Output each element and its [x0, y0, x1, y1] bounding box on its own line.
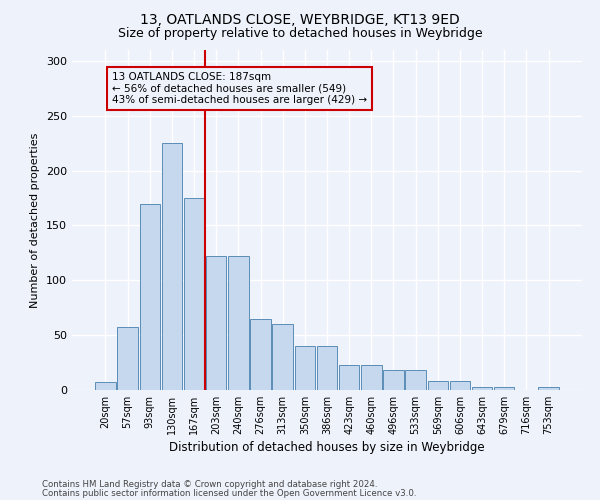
Bar	[494, 386, 514, 390]
X-axis label: Distribution of detached houses by size in Weybridge: Distribution of detached houses by size …	[169, 441, 485, 454]
Bar	[206, 256, 226, 390]
Bar	[538, 386, 559, 390]
Bar	[317, 346, 337, 390]
Y-axis label: Number of detached properties: Number of detached properties	[31, 132, 40, 308]
Bar	[250, 318, 271, 390]
Bar	[228, 256, 248, 390]
Bar	[450, 381, 470, 390]
Text: Size of property relative to detached houses in Weybridge: Size of property relative to detached ho…	[118, 28, 482, 40]
Bar	[118, 328, 138, 390]
Bar	[184, 198, 204, 390]
Text: Contains public sector information licensed under the Open Government Licence v3: Contains public sector information licen…	[42, 489, 416, 498]
Text: Contains HM Land Registry data © Crown copyright and database right 2024.: Contains HM Land Registry data © Crown c…	[42, 480, 377, 489]
Text: 13, OATLANDS CLOSE, WEYBRIDGE, KT13 9ED: 13, OATLANDS CLOSE, WEYBRIDGE, KT13 9ED	[140, 12, 460, 26]
Bar	[361, 365, 382, 390]
Bar	[472, 386, 493, 390]
Bar	[272, 324, 293, 390]
Text: 13 OATLANDS CLOSE: 187sqm
← 56% of detached houses are smaller (549)
43% of semi: 13 OATLANDS CLOSE: 187sqm ← 56% of detac…	[112, 72, 367, 105]
Bar	[95, 382, 116, 390]
Bar	[383, 370, 404, 390]
Bar	[295, 346, 315, 390]
Bar	[339, 365, 359, 390]
Bar	[406, 370, 426, 390]
Bar	[428, 381, 448, 390]
Bar	[161, 143, 182, 390]
Bar	[140, 204, 160, 390]
